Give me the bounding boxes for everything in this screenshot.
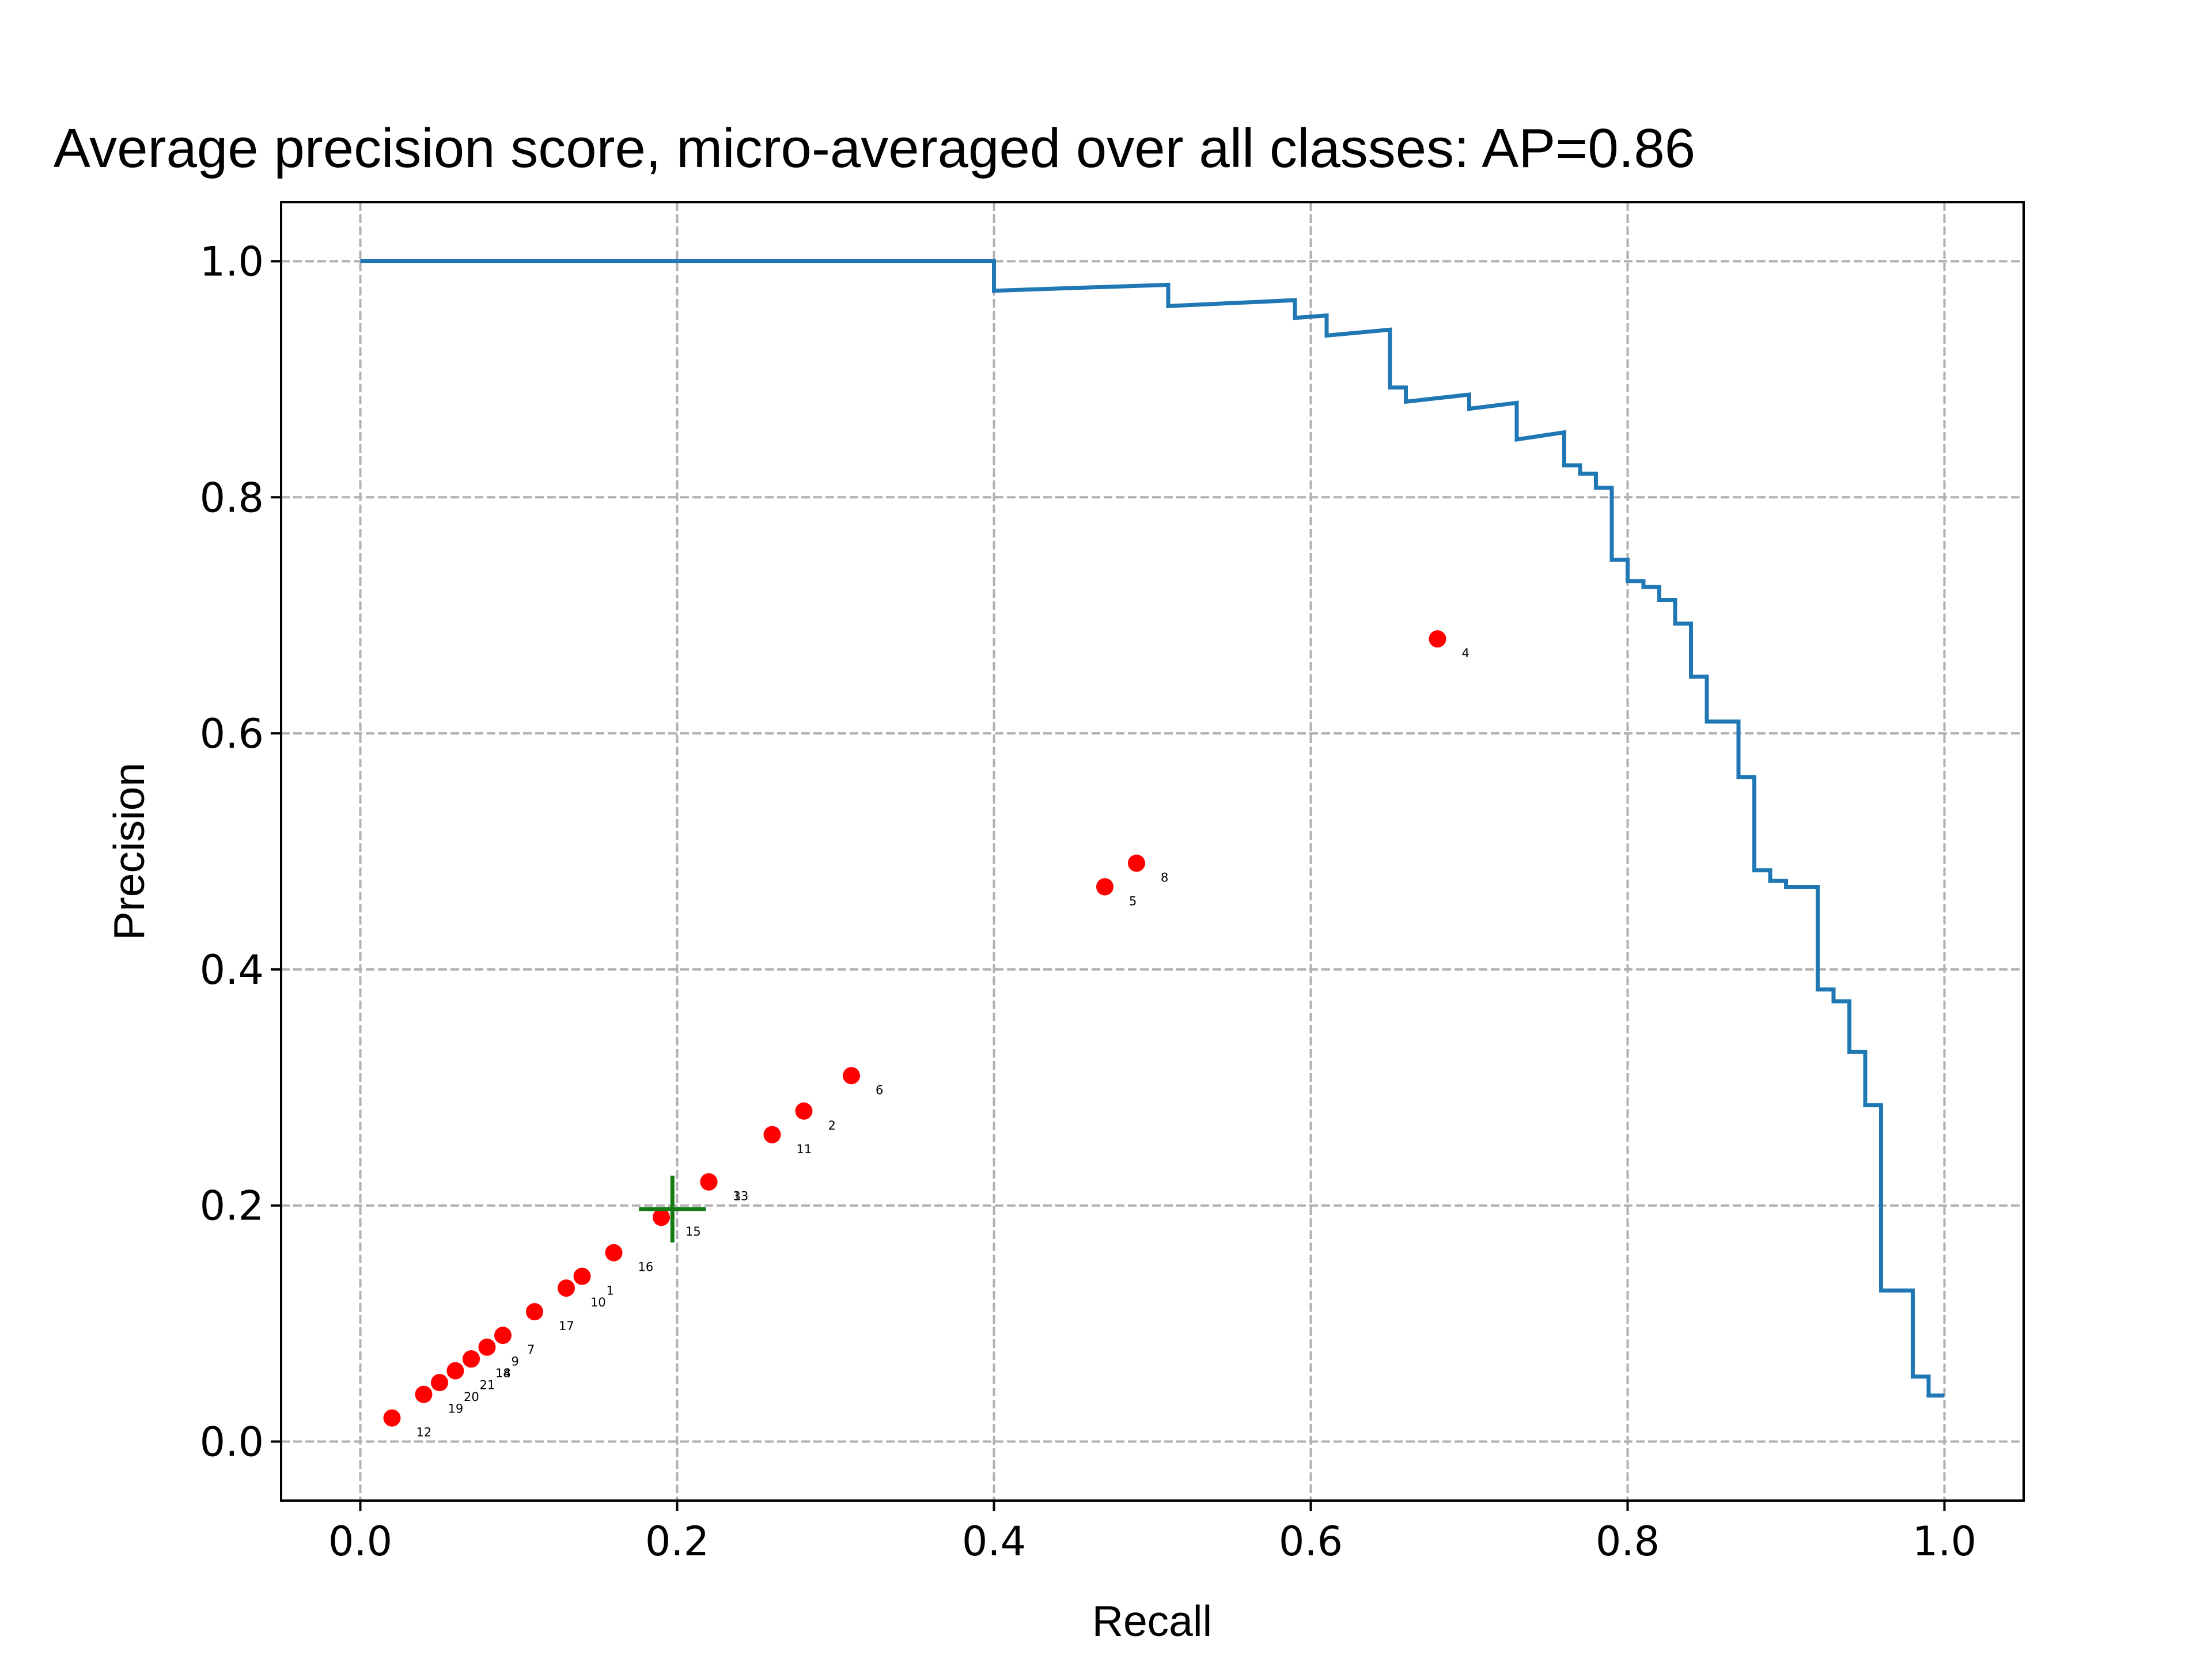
scatter-point	[795, 1102, 813, 1120]
scatter-point	[558, 1279, 575, 1297]
chart-title: Average precision score, micro-averaged …	[54, 118, 1695, 179]
scatter-point	[1128, 854, 1145, 872]
scatter-point-label: 14	[495, 1366, 511, 1380]
scatter-point	[1096, 878, 1113, 896]
scatter-point	[605, 1244, 623, 1262]
scatter-point-label: 10	[590, 1296, 606, 1309]
scatter-point	[1429, 630, 1446, 648]
scatter-point	[383, 1409, 401, 1427]
scatter-point	[446, 1362, 464, 1380]
scatter-point-label: 17	[559, 1319, 574, 1333]
x-tick-label: 0.0	[328, 1518, 392, 1565]
scatter-point-label: 15	[685, 1225, 701, 1238]
x-axis-label: Recall	[1092, 1597, 1212, 1645]
y-axis-label: Precision	[105, 763, 153, 940]
scatter-point	[653, 1209, 670, 1226]
scatter-point-label: 21	[480, 1378, 495, 1392]
scatter-point-label: 13	[733, 1190, 749, 1203]
scatter-point-label: 8	[1161, 870, 1168, 884]
grid-lines	[281, 202, 2024, 1501]
plot-background	[281, 202, 2024, 1501]
y-tick-label: 1.0	[200, 238, 264, 285]
y-tick-label: 0.6	[200, 710, 264, 757]
scatter-point-label: 6	[876, 1083, 883, 1097]
scatter-point-label: 16	[638, 1260, 654, 1274]
scatter-point-label: 20	[464, 1390, 479, 1404]
scatter-point-label: 3	[733, 1190, 741, 1203]
scatter-point-label: 5	[1129, 894, 1137, 908]
scatter-point	[463, 1350, 480, 1368]
y-tick-label: 0.2	[200, 1183, 264, 1230]
plot-frame	[280, 201, 2025, 1502]
scatter-point	[843, 1067, 860, 1085]
y-tick-label: 0.4	[200, 946, 264, 994]
precision-recall-curve	[360, 259, 1945, 1398]
scatter-point	[431, 1374, 448, 1392]
scatter-point	[763, 1126, 781, 1143]
scatter-point	[478, 1338, 496, 1356]
scatter-point	[415, 1385, 433, 1403]
axis-ticks: 0.0 0.2 0.4 0.6 0.8 1.0 0.0 0.2 0.4 0.6 0.8 1.0	[200, 238, 1976, 1565]
x-tick-label: 0.4	[962, 1518, 1026, 1565]
scatter-point-label: 4	[1462, 646, 1469, 660]
y-tick-label: 0.8	[200, 474, 264, 521]
scatter-point-label: 19	[448, 1402, 464, 1416]
scatter-point-label: 11	[797, 1142, 812, 1156]
y-tick-label: 0.0	[200, 1419, 264, 1466]
scatter-point	[700, 1173, 718, 1191]
x-tick-label: 0.8	[1596, 1518, 1660, 1565]
scatter-point-label: 1	[607, 1284, 614, 1298]
scatter-point-label: 9	[512, 1355, 519, 1369]
scatter-point	[494, 1327, 512, 1344]
scatter-point-label: 12	[416, 1426, 432, 1440]
scatter-point-label: 7	[527, 1343, 535, 1357]
x-tick-label: 1.0	[1912, 1518, 1976, 1565]
scatter-point-label: 18	[495, 1366, 511, 1380]
x-tick-label: 0.2	[645, 1518, 709, 1565]
scatter-point-label: 2	[828, 1119, 836, 1132]
scatter-point	[526, 1303, 543, 1321]
scatter-point	[573, 1267, 591, 1285]
x-tick-label: 0.6	[1279, 1518, 1343, 1565]
